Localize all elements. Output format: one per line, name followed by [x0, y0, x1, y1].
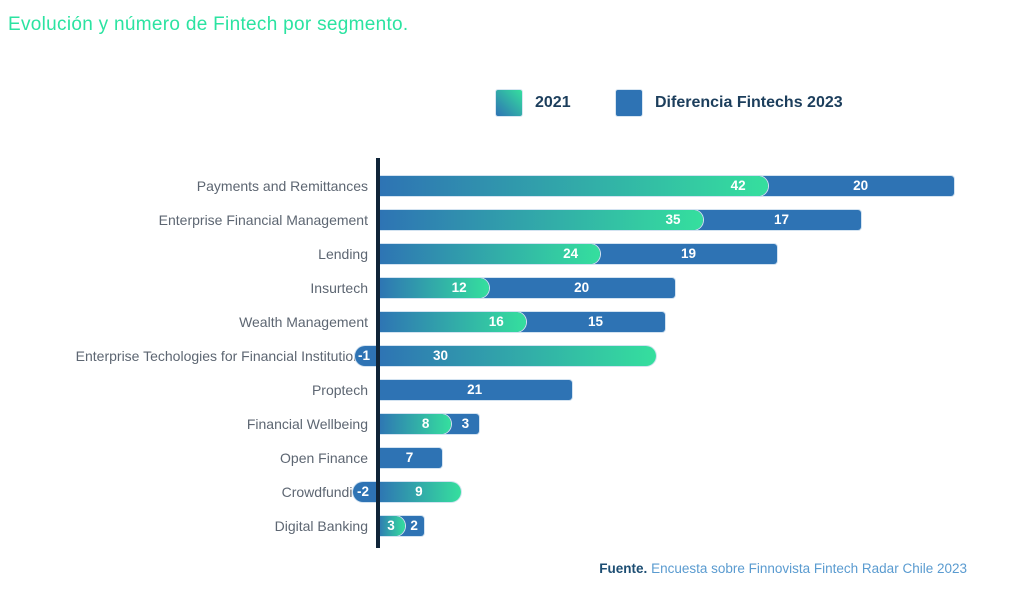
bar-value-diff: 21 — [467, 382, 483, 397]
bar-value-diff: 19 — [681, 246, 697, 261]
category-label: Wealth Management — [239, 314, 368, 330]
bar-area: 16 15 — [377, 312, 997, 332]
source-prefix: Fuente. — [599, 561, 648, 576]
legend-label-diferencia: Diferencia Fintechs 2023 — [655, 93, 843, 111]
bar-segment-2021 — [377, 278, 489, 298]
legend-swatch-diferencia-icon — [616, 89, 642, 116]
chart-row: Digital Banking 3 2 — [0, 516, 1024, 536]
bar-area: 21 — [377, 380, 997, 400]
category-label: Lending — [318, 246, 368, 262]
source-note: Fuente. Encuesta sobre Finnovista Fintec… — [599, 561, 967, 576]
chart-row: Financial Wellbeing 8 3 — [0, 414, 1024, 434]
bar-segment-diff — [377, 380, 573, 400]
category-label: Payments and Remittances — [196, 178, 368, 194]
category-label: Enterprise Techologies for Financial Ins… — [75, 348, 368, 364]
legend-swatch-2021-gradient-icon — [496, 89, 522, 116]
bar-value-2021: 8 — [421, 416, 430, 431]
bar-segment-2021 — [377, 210, 703, 230]
chart-row: Enterprise Financial Management 35 17 — [0, 210, 1024, 230]
bar-value-diff: -2 — [356, 484, 369, 499]
bar-value-2021: 16 — [488, 314, 504, 329]
bar-value-2021: 3 — [387, 518, 395, 533]
bar-segment-diff — [377, 448, 443, 468]
bar-area: 35 17 — [377, 210, 997, 230]
negative-diff-pill — [353, 482, 377, 502]
bar-value-diff: 20 — [574, 280, 590, 295]
chart-row: Wealth Management 16 15 — [0, 312, 1024, 332]
bar-value-2021: 9 — [415, 484, 423, 499]
category-label: Financial Wellbeing — [246, 416, 368, 432]
bar-value-2021: 42 — [730, 178, 746, 193]
chart-title: Evolución y número de Fintech por segmen… — [8, 14, 409, 35]
bar-segment-2021 — [377, 244, 601, 264]
bar-value-diff: 17 — [774, 212, 790, 227]
chart-row: Proptech 21 — [0, 380, 1024, 400]
bar-segment-2021 — [377, 312, 526, 332]
category-label: Open Finance — [280, 450, 368, 466]
legend-item-diferencia-2023: Diferencia Fintechs 2023 — [616, 89, 843, 116]
legend-item-2021: 2021 — [496, 89, 571, 116]
chart-row: Open Finance 7 — [0, 448, 1024, 468]
category-label: Crowdfunding — [281, 484, 368, 500]
bar-value-diff: 20 — [853, 178, 869, 193]
bar-value-2021: 12 — [451, 280, 467, 295]
category-label: Proptech — [311, 382, 368, 398]
chart-row: Insurtech 12 20 — [0, 278, 1024, 298]
bar-value-2021: 35 — [665, 212, 681, 227]
bar-segment-2021 — [377, 516, 405, 536]
bar-value-2021: 24 — [563, 246, 579, 261]
bar-value-diff: -1 — [357, 348, 370, 363]
bar-area: -2 9 — [353, 482, 997, 502]
bar-segment-2021 — [377, 482, 461, 502]
bar-value-diff: 2 — [410, 518, 418, 533]
category-label: Digital Banking — [274, 518, 368, 534]
negative-diff-pill — [355, 346, 377, 366]
legend-label-2021: 2021 — [535, 93, 571, 111]
chart-row: Lending 24 19 — [0, 244, 1024, 264]
bar-value-2021: 30 — [433, 348, 449, 363]
bar-segment-2021 — [377, 414, 452, 434]
bar-area: -1 30 — [355, 346, 997, 366]
chart-row: Enterprise Techologies for Financial Ins… — [0, 346, 1024, 366]
bar-area: 42 20 — [377, 176, 997, 196]
bar-value-diff: 3 — [461, 416, 470, 431]
chart-row: Payments and Remittances 42 20 — [0, 176, 1024, 196]
bar-area: 12 20 — [377, 278, 997, 298]
bar-segment-2021 — [377, 346, 656, 366]
bar-value-diff: 15 — [588, 314, 604, 329]
source-text: Encuesta sobre Finnovista Fintech Radar … — [651, 561, 967, 576]
bar-value-diff: 7 — [405, 450, 414, 465]
bar-area: 24 19 — [377, 244, 997, 264]
axis-line — [376, 158, 380, 548]
category-label: Insurtech — [310, 280, 368, 296]
chart-row: Crowdfunding -2 9 — [0, 482, 1024, 502]
bar-segment-2021 — [377, 176, 768, 196]
bar-area: 7 — [377, 448, 997, 468]
category-label: Enterprise Financial Management — [158, 212, 368, 228]
